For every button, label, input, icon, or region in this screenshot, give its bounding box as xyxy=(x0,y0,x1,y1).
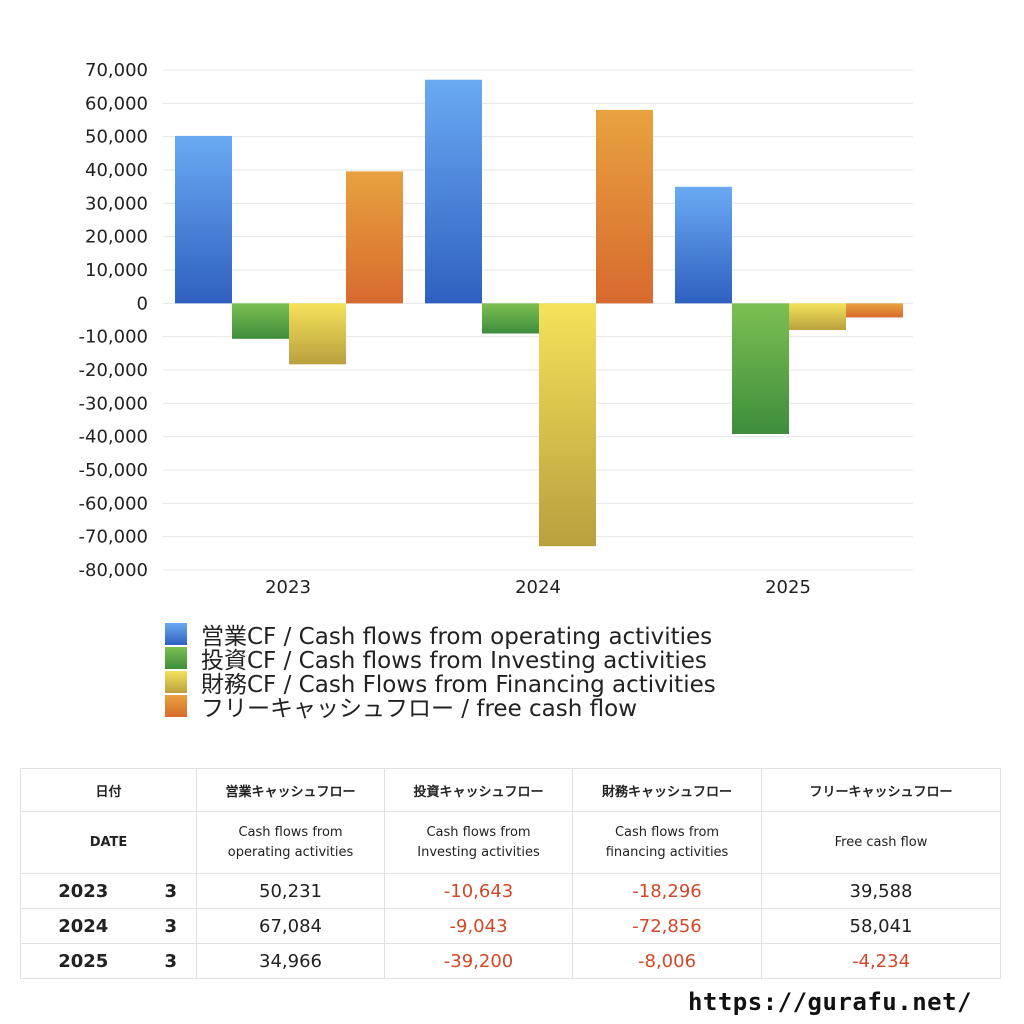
legend-swatch-operating xyxy=(165,623,187,645)
x-tick-label: 2025 xyxy=(765,577,811,598)
legend-item-financing: 財務CF / Cash Flows from Financing activit… xyxy=(165,670,716,698)
source-url: https://gurafu.net/ xyxy=(687,988,972,1016)
header-investing-en-line1: Cash flows from xyxy=(426,824,531,840)
legend-label-free-cash-flow: フリーキャッシュフロー / free cash flow xyxy=(201,696,638,722)
legend-item-operating: 営業CF / Cash flows from operating activit… xyxy=(165,622,716,650)
header-free-cash-flow-en: Free cash flow xyxy=(761,811,1002,874)
y-tick-label: 10,000 xyxy=(85,260,148,281)
header-investing-en: Cash flows from Investing activities xyxy=(384,811,574,874)
bar-free-cash-flow-2023 xyxy=(346,171,403,304)
bar-free-cash-flow-2024 xyxy=(596,109,653,304)
cell-operating: 50,231 xyxy=(196,873,386,909)
y-tick-label: 40,000 xyxy=(85,160,148,181)
bar-investing-2023 xyxy=(232,303,289,339)
y-axis-tick-labels: 70,000 60,000 50,000 40,000 30,000 20,000 10,0… xyxy=(79,60,148,581)
y-tick-label: -30,000 xyxy=(79,393,148,414)
header-operating-en-line1: Cash flows from xyxy=(238,824,343,840)
header-investing-en-line2: Investing activities xyxy=(417,844,540,860)
table-row: 2025 3 34,966 -39,200 -8,006 -4,234 xyxy=(20,943,1002,979)
header-financing-en: Cash flows from financing activities xyxy=(572,811,763,874)
legend-label-operating: 営業CF / Cash flows from operating activit… xyxy=(201,624,713,650)
cash-flow-bar-chart: 70,000 60,000 50,000 40,000 30,000 20,000 10,0… xyxy=(79,60,913,598)
bar-operating-2023 xyxy=(175,135,232,304)
y-tick-label: 30,000 xyxy=(85,193,148,214)
bar-financing-2025 xyxy=(789,303,846,331)
x-tick-label: 2024 xyxy=(515,577,561,598)
cell-financing: -72,856 xyxy=(572,908,763,944)
y-tick-label: -70,000 xyxy=(79,527,148,548)
bar-investing-2025 xyxy=(732,303,789,434)
y-tick-label: 60,000 xyxy=(85,93,148,114)
header-operating-en: Cash flows from operating activities xyxy=(196,811,386,874)
cell-investing: -39,200 xyxy=(384,943,574,979)
header-investing-jp: 投資キャッシュフロー xyxy=(384,768,574,812)
y-tick-label: -50,000 xyxy=(79,460,148,481)
legend-label-investing: 投資CF / Cash flows from Investing activit… xyxy=(201,648,707,674)
table-header-en-row: DATE Cash flows from operating activities… xyxy=(19,811,1002,874)
header-financing-jp: 財務キャッシュフロー xyxy=(572,768,763,812)
cell-free-cash-flow: 58,041 xyxy=(761,908,1002,944)
x-axis-tick-labels: 2023 2024 2025 xyxy=(265,577,811,598)
row-year: 2025 xyxy=(20,943,146,979)
cell-investing: -10,643 xyxy=(384,873,574,909)
cell-free-cash-flow: 39,588 xyxy=(761,873,1002,909)
table-row: 2024 3 67,084 -9,043 -72,856 58,041 xyxy=(20,908,1002,944)
bars xyxy=(175,79,903,547)
row-month: 3 xyxy=(145,873,198,909)
cell-financing: -8,006 xyxy=(572,943,763,979)
legend-swatch-investing xyxy=(165,647,187,669)
bar-investing-2024 xyxy=(482,303,539,334)
table-header-jp-row: 日付 営業キャッシュフロー 投資キャッシュフロー 財務キャッシュフロー フリーキ… xyxy=(19,768,1002,812)
y-tick-label: -10,000 xyxy=(79,327,148,348)
table-row: 2023 3 50,231 -10,643 -18,296 39,588 xyxy=(20,873,1002,909)
header-date-en: DATE xyxy=(19,811,198,874)
y-tick-label: -80,000 xyxy=(79,560,148,581)
cell-financing: -18,296 xyxy=(572,873,763,909)
gridlines xyxy=(163,69,913,571)
bar-financing-2024 xyxy=(539,303,596,547)
y-tick-label: -60,000 xyxy=(79,493,148,514)
header-financing-en-line2: financing activities xyxy=(605,844,729,860)
header-operating-en-line2: operating activities xyxy=(227,844,354,860)
cash-flow-table: 日付 営業キャッシュフロー 投資キャッシュフロー 財務キャッシュフロー フリーキ… xyxy=(19,768,1002,979)
bar-financing-2023 xyxy=(289,303,346,365)
bar-free-cash-flow-2025 xyxy=(846,303,903,318)
y-tick-label: -40,000 xyxy=(79,427,148,448)
legend-label-financing: 財務CF / Cash Flows from Financing activit… xyxy=(201,672,716,698)
legend-item-investing: 投資CF / Cash flows from Investing activit… xyxy=(165,646,716,674)
y-tick-label: 50,000 xyxy=(85,127,148,148)
cell-operating: 34,966 xyxy=(196,943,386,979)
cell-operating: 67,084 xyxy=(196,908,386,944)
row-month: 3 xyxy=(145,908,198,944)
legend-swatch-free-cash-flow xyxy=(165,695,187,717)
header-financing-en-line1: Cash flows from xyxy=(614,824,720,840)
row-year: 2024 xyxy=(20,908,146,944)
y-tick-label: 0 xyxy=(137,293,148,314)
y-tick-label: 70,000 xyxy=(85,60,148,81)
y-tick-label: 20,000 xyxy=(85,227,148,248)
y-tick-label: -20,000 xyxy=(79,360,148,381)
legend-swatch-financing xyxy=(165,671,187,693)
bar-operating-2025 xyxy=(675,186,732,304)
bar-operating-2024 xyxy=(425,79,482,304)
cell-free-cash-flow: -4,234 xyxy=(761,943,1002,979)
row-year: 2023 xyxy=(20,873,146,909)
cell-investing: -9,043 xyxy=(384,908,574,944)
x-tick-label: 2023 xyxy=(265,577,311,598)
header-operating-jp: 営業キャッシュフロー xyxy=(196,768,386,812)
header-date-jp: 日付 xyxy=(19,768,198,812)
legend: 営業CF / Cash flows from operating activit… xyxy=(165,622,716,722)
legend-item-free-cash-flow: フリーキャッシュフロー / free cash flow xyxy=(165,694,716,722)
row-month: 3 xyxy=(145,943,198,979)
header-free-cash-flow-jp: フリーキャッシュフロー xyxy=(761,768,1002,812)
